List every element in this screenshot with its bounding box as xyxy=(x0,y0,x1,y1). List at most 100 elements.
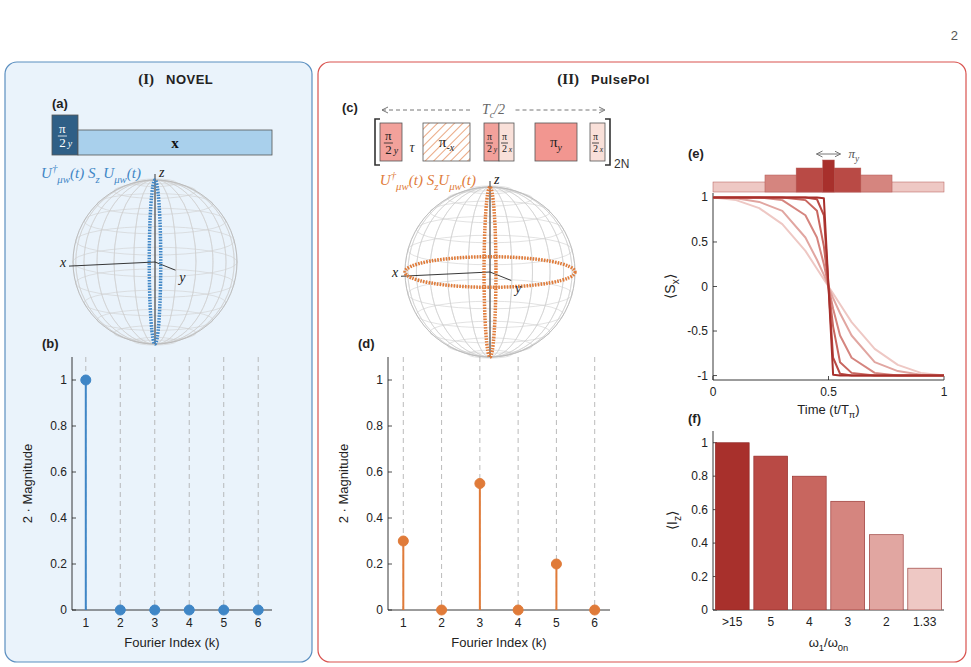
label: 0.4 xyxy=(366,511,383,525)
label: 2 · Magnitude xyxy=(20,444,35,524)
grid-line xyxy=(403,357,404,610)
stem-marker xyxy=(253,605,263,615)
label-part: μw xyxy=(113,173,127,185)
label-part: μw xyxy=(395,180,409,192)
label: π xyxy=(487,131,492,142)
label: 2 xyxy=(59,135,66,150)
label: -1 xyxy=(697,369,708,383)
x-axis xyxy=(713,380,944,381)
label: 4 xyxy=(515,616,522,630)
label: PulsePol xyxy=(591,72,650,87)
label: 2 xyxy=(117,616,124,630)
label-part: Time (t/T xyxy=(797,402,849,417)
label: 1 xyxy=(941,385,948,399)
label: x xyxy=(391,265,399,280)
label: πy xyxy=(849,146,861,164)
tick xyxy=(72,380,76,381)
grid-line xyxy=(258,357,259,610)
tick xyxy=(388,564,392,565)
label: 4 xyxy=(806,615,813,629)
label: (e) xyxy=(688,146,704,161)
y-axis xyxy=(713,431,714,610)
label-part: μw xyxy=(448,180,462,192)
label: 1 xyxy=(82,616,89,630)
pulse xyxy=(380,123,402,161)
label-part: ω xyxy=(809,635,819,650)
label: (a) xyxy=(52,96,68,111)
label: 0.2 xyxy=(366,557,383,571)
label: 6 xyxy=(591,616,598,630)
stem xyxy=(555,564,557,610)
label-part: μw xyxy=(56,173,70,185)
stem-marker xyxy=(437,605,447,615)
pulse-shape xyxy=(823,160,835,192)
label-part: ⟩ xyxy=(664,511,680,516)
y-axis xyxy=(388,357,389,610)
panel-box xyxy=(5,62,312,662)
label-part: /ω xyxy=(824,635,838,650)
stem-marker xyxy=(81,375,91,385)
label: 2N xyxy=(614,157,629,171)
stem-marker xyxy=(219,605,229,615)
stem-marker xyxy=(115,605,125,615)
grid-line xyxy=(85,357,86,610)
label: 0.6 xyxy=(50,465,67,479)
bloch-sphere: zxyU†μw(t) Sz Uμw(t) xyxy=(41,162,237,345)
axis xyxy=(69,262,155,266)
marks xyxy=(81,375,263,615)
marks xyxy=(713,197,944,375)
tick xyxy=(72,564,76,565)
label: π xyxy=(502,131,507,142)
label: x xyxy=(508,145,513,154)
label: x xyxy=(599,145,604,154)
tick xyxy=(388,518,392,519)
pulse xyxy=(52,115,78,155)
pulse-bg xyxy=(423,123,470,161)
label-part: -x xyxy=(446,142,454,153)
stem-marker xyxy=(590,605,600,615)
label-part: y xyxy=(557,142,563,153)
label: 1 xyxy=(400,616,407,630)
label-part: ⟨S xyxy=(662,284,678,298)
axis xyxy=(490,181,491,357)
trajectory xyxy=(484,187,496,357)
label: 0.6 xyxy=(366,465,383,479)
label-part: (t) xyxy=(462,172,476,189)
pulse-diagram: (c)Tc/22Nτπ2yπ-xπ2yπ2xπyπ2x xyxy=(342,100,629,171)
tick xyxy=(388,426,392,427)
stem xyxy=(479,484,481,611)
label: 3 xyxy=(477,616,484,630)
label: NOVEL xyxy=(166,72,213,87)
label-part: 0n xyxy=(838,642,848,653)
label-part: U xyxy=(100,165,116,181)
label: z xyxy=(158,165,165,180)
axis xyxy=(155,262,176,270)
stem-chart: 12345600.20.40.60.81Fourier Index (k)2 ·… xyxy=(336,336,610,650)
label: Tc/2 xyxy=(482,102,505,120)
label: 6 xyxy=(255,616,262,630)
label: 2 xyxy=(438,616,445,630)
label-part: (t) S xyxy=(409,172,435,189)
grid-line xyxy=(556,357,557,610)
label: 0 xyxy=(710,385,717,399)
width-arrow xyxy=(817,154,841,155)
label: 0.2 xyxy=(50,557,67,571)
label: 2 · Magnitude xyxy=(336,444,351,524)
tick xyxy=(713,375,717,376)
tick xyxy=(72,426,76,427)
tick xyxy=(72,518,76,519)
label-part: ⟩ xyxy=(662,274,678,279)
label-part: (t) xyxy=(127,165,141,182)
stem-marker xyxy=(398,536,408,546)
curve xyxy=(713,197,944,375)
label: 0 xyxy=(701,603,708,617)
label: π xyxy=(385,128,392,143)
label: 1.33 xyxy=(913,615,937,629)
period-arrow xyxy=(516,110,606,111)
grid-line xyxy=(518,357,519,610)
label: >15 xyxy=(722,615,743,629)
label: 0.5 xyxy=(691,235,708,249)
label: z xyxy=(493,172,500,187)
label: 1 xyxy=(60,373,67,387)
label: 2 xyxy=(951,28,958,43)
